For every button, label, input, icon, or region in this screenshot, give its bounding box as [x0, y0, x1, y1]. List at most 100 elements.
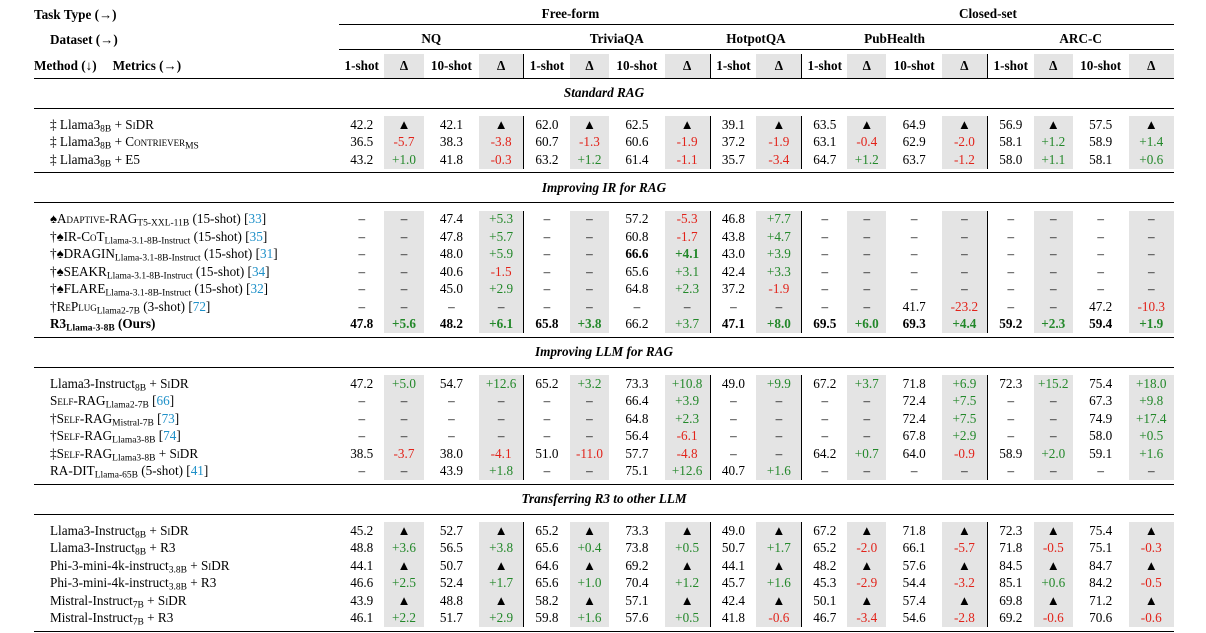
delta-cell: -1.5 [479, 263, 524, 281]
score-cell: – [801, 298, 848, 316]
dataset-row: Dataset (→) NQ TriviaQA HotpotQA PubHeal… [34, 26, 1174, 54]
score-cell: 70.4 [625, 575, 649, 591]
delta-cell: -1.7 [664, 228, 711, 246]
baseline-triangle-icon: ▲ [384, 557, 424, 575]
delta-cell: -3.7 [384, 445, 424, 463]
delta-cell: – [941, 228, 988, 246]
section-header-row: Standard RAG [34, 77, 1174, 109]
score-cell: 69.5 [801, 315, 848, 333]
table-row: Phi-3-mini-4k-instruct3.8B + SiDR 44.1 ▲ 50… [34, 557, 1174, 575]
baseline-triangle-icon: ▲ [569, 522, 610, 540]
section-spacer [34, 108, 1174, 116]
score-cell: 63.1 [801, 133, 848, 151]
score-cell: 65.2 [801, 539, 848, 557]
score-cell: 64.8 [625, 281, 649, 297]
closed-set-header: Closed-set [801, 4, 1174, 26]
delta-cell: – [384, 462, 424, 480]
delta-cell: +12.6 [479, 375, 524, 393]
score-cell: 52.4 [439, 575, 463, 591]
delta-cell: +6.9 [941, 375, 988, 393]
delta-cell: +9.9 [756, 375, 802, 393]
delta-cell: – [384, 427, 424, 445]
score-cell: 58.0 [1089, 428, 1113, 444]
delta-cell: -3.4 [756, 151, 802, 169]
score-cell: 56.4 [625, 428, 649, 444]
score-cell: 84.2 [1089, 575, 1113, 591]
method-name: †Self-RAGLlama3-8B [74] [50, 428, 181, 445]
table-row: ‡ Llama38B + SiDR 42.2 ▲ 42.1 ▲ 62.0 ▲ 62.5 ▲ 39.… [34, 116, 1174, 134]
score-cell: 65.6 [523, 574, 570, 592]
score-cell: 47.8 [439, 228, 463, 244]
score-cell: – [801, 245, 848, 263]
score-cell: 43.0 [709, 245, 757, 263]
score-cell: 39.1 [709, 116, 757, 134]
score-cell: 40.6 [439, 263, 463, 279]
delta-cell: +0.7 [847, 445, 887, 463]
baseline-triangle-icon: ▲ [756, 592, 802, 610]
score-cell: 57.4 [902, 592, 926, 608]
delta-cell: – [1033, 298, 1073, 316]
score-cell: 56.5 [439, 540, 463, 556]
delta-cell: – [847, 263, 887, 281]
delta-cell: +1.6 [756, 574, 802, 592]
table-row: ‡ Llama38B + E5 43.2 +1.0 41.8 -0.3 63.2 +1.2 6… [34, 151, 1174, 169]
delta-cell: +3.1 [664, 263, 711, 281]
score-cell: – [986, 210, 1034, 228]
score-cell: – [910, 211, 918, 227]
score-cell: 48.8 [350, 540, 374, 556]
metric-header-delta: Δ [756, 54, 802, 78]
score-cell: 48.0 [439, 246, 463, 262]
delta-cell: – [384, 210, 424, 228]
baseline-triangle-icon: ▲ [664, 116, 711, 134]
score-cell: – [1097, 246, 1104, 262]
score-cell: 47.1 [709, 315, 757, 333]
delta-cell: +1.1 [1033, 151, 1073, 169]
score-cell: 41.8 [709, 609, 757, 627]
delta-cell: -1.9 [756, 280, 802, 298]
score-cell: – [986, 263, 1034, 281]
score-cell: – [523, 228, 570, 246]
score-cell: 46.8 [709, 210, 757, 228]
table-row: †Self-RAGMistral-7B [73] – – – – – –64.8 +2.3– –… [34, 410, 1174, 428]
metric-header-1-shot: 1-shot [986, 54, 1034, 78]
score-cell: 51.0 [523, 445, 570, 463]
score-cell: 61.4 [625, 151, 649, 167]
bottom-rule [34, 630, 1174, 633]
baseline-triangle-icon: ▲ [847, 592, 887, 610]
delta-cell: -0.6 [1033, 609, 1073, 627]
delta-cell: – [1128, 462, 1174, 480]
score-cell: – [910, 263, 918, 279]
delta-cell: +3.7 [664, 315, 711, 333]
score-cell: 75.4 [1089, 522, 1113, 538]
table-row: Mistral-Instruct7B + R3 46.1 +2.2 51.7 +2.9 5… [34, 609, 1174, 627]
delta-cell: – [941, 280, 988, 298]
table-row: †Self-RAGLlama3-8B [74] – – – – – –56.4 -6.1– – –… [34, 427, 1174, 445]
baseline-triangle-icon: ▲ [384, 116, 424, 134]
baseline-triangle-icon: ▲ [1128, 116, 1174, 134]
score-cell: – [1097, 211, 1104, 227]
section-header-row: Improving LLM for RAG [34, 336, 1174, 368]
baseline-triangle-icon: ▲ [847, 557, 887, 575]
delta-cell: – [569, 462, 610, 480]
baseline-triangle-icon: ▲ [384, 522, 424, 540]
score-cell: 43.9 [350, 592, 374, 608]
method-name: ‡ Llama38B + ContrieverMS [50, 134, 199, 151]
score-cell: 72.4 [902, 410, 926, 426]
score-cell: 43.2 [350, 151, 374, 167]
score-cell: 71.8 [902, 522, 926, 538]
delta-cell: +1.7 [479, 574, 524, 592]
method-name: †♠SEAKRLlama-3.1-8B-Instruct (15-shot) [… [50, 263, 270, 281]
delta-cell: – [1033, 462, 1073, 480]
delta-cell: – [384, 392, 424, 410]
delta-cell: -5.7 [384, 133, 424, 151]
score-cell: 72.3 [986, 375, 1034, 393]
score-cell: 44.1 [709, 557, 757, 575]
delta-cell: -0.5 [1033, 539, 1073, 557]
delta-cell: – [569, 410, 610, 428]
score-cell: 73.3 [625, 522, 649, 538]
delta-cell: +2.5 [384, 574, 424, 592]
score-cell: 48.8 [439, 592, 463, 608]
table-row: Llama3-Instruct8B + SiDR 47.2 +5.0 54.7 +12.… [34, 375, 1174, 393]
score-cell: – [986, 427, 1034, 445]
score-cell: 58.9 [1089, 134, 1113, 150]
